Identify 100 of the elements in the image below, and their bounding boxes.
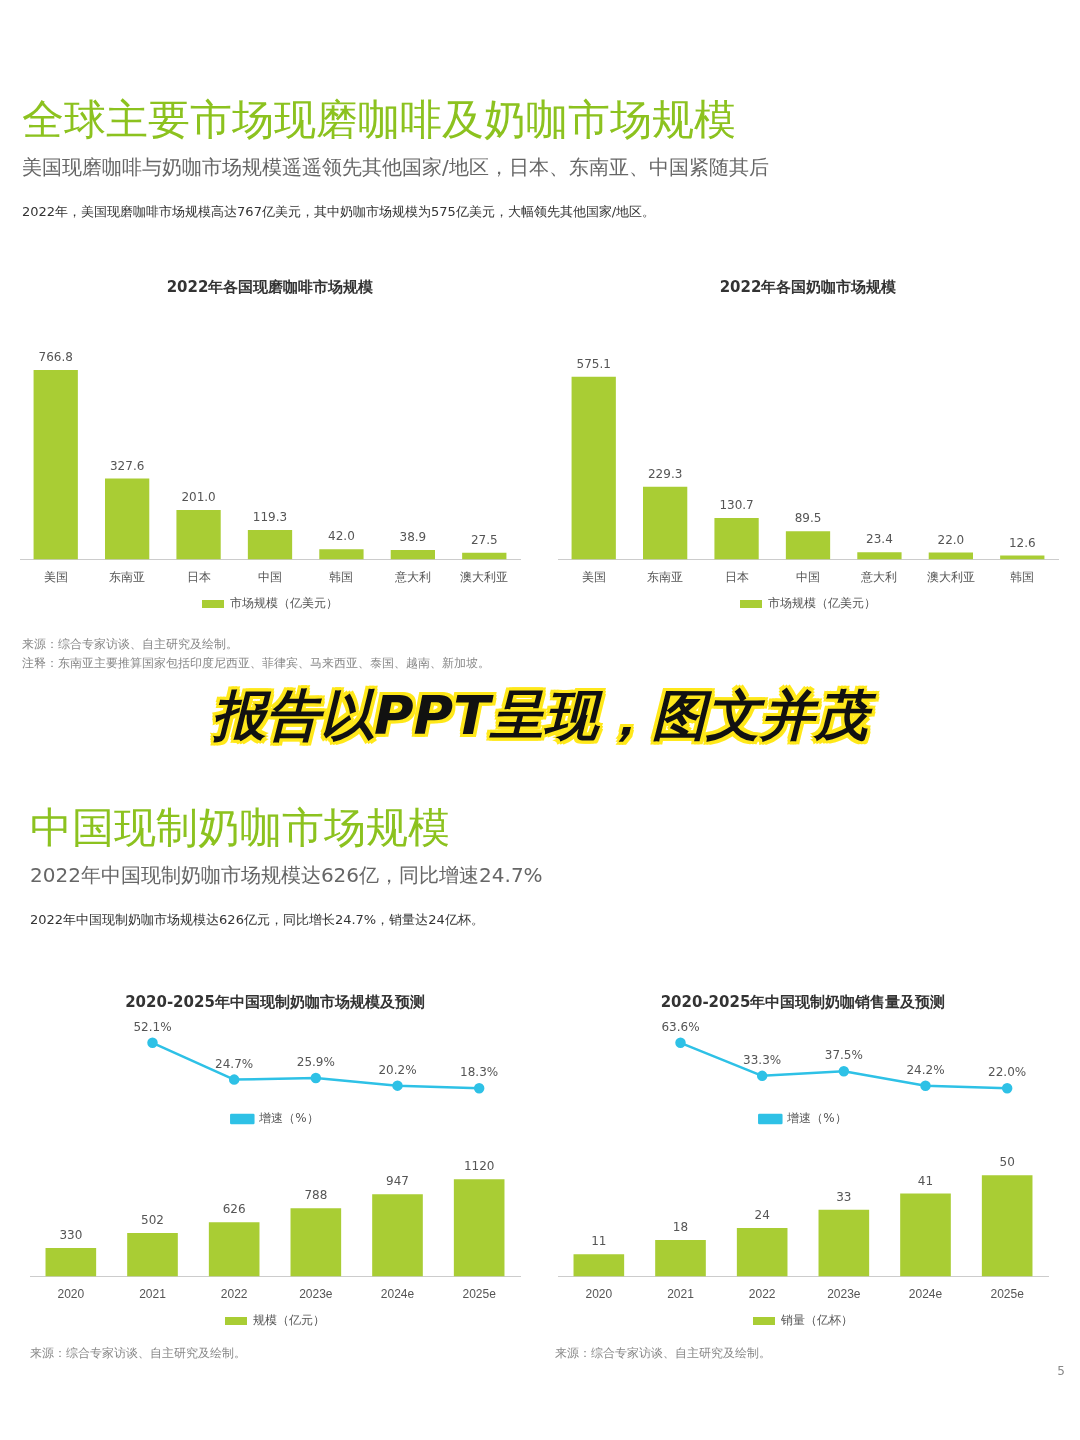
x-tick-label: 韩国 — [1010, 570, 1035, 585]
data-label: 22.0% — [988, 1065, 1027, 1080]
data-label: 33.3% — [743, 1052, 782, 1067]
chart-title: 2020-2025年中国现制奶咖市场规模及预测 — [125, 992, 425, 1011]
bar — [714, 518, 759, 560]
bar — [208, 1222, 260, 1277]
point — [756, 1070, 768, 1082]
data-label: 37.5% — [824, 1048, 863, 1063]
data-label: 27.5 — [470, 532, 498, 547]
bar — [655, 1240, 706, 1277]
text: 美国现磨咖啡与奶咖市场规模遥遥领先其他国家/地区，日本、东南亚、中国紧随其后 — [22, 154, 769, 181]
bar — [127, 1233, 178, 1277]
bar — [857, 552, 902, 560]
data-label: 12.6 — [1008, 535, 1036, 550]
data-label: 63.6% — [661, 1019, 700, 1034]
x-tick-label: 2021 — [667, 1287, 695, 1302]
data-label: 22.0 — [937, 532, 965, 547]
chart-title: 2020-2025年中国现制奶咖销售量及预测 — [660, 992, 946, 1011]
data-label: 1120 — [463, 1159, 495, 1174]
point — [310, 1072, 322, 1084]
bar — [453, 1179, 505, 1277]
data-label: 330 — [59, 1228, 83, 1243]
data-label: 575.1 — [576, 356, 611, 371]
source-note: 来源：综合专家访谈、自主研究及绘制。 — [555, 1345, 772, 1362]
point — [838, 1066, 850, 1077]
x-tick-label: 2024e — [380, 1287, 415, 1302]
x-tick-label: 澳大利亚 — [926, 570, 975, 585]
chart-title: 2022年各国现磨咖啡市场规模 — [166, 277, 375, 296]
bar — [319, 549, 364, 560]
bar — [390, 549, 435, 560]
bar — [818, 1209, 870, 1277]
data-label: 24.2% — [906, 1062, 945, 1077]
x-tick-label: 2025e — [462, 1287, 497, 1302]
source-note: 来源：综合专家访谈、自主研究及绘制。 — [22, 636, 239, 653]
x-tick-label: 美国 — [581, 570, 606, 585]
x-tick-label: 2024e — [908, 1287, 943, 1302]
source-note: 来源：综合专家访谈、自主研究及绘制。 — [30, 1345, 246, 1362]
point — [1001, 1082, 1013, 1094]
point — [920, 1080, 931, 1092]
bar — [247, 530, 293, 560]
text: 注释：东南亚主要推算国家包括印度尼西亚、菲律宾、马来西亚、泰国、越南、新加坡。 — [22, 655, 490, 672]
x-tick-label: 日本 — [724, 570, 749, 585]
data-label: 24.7% — [215, 1056, 254, 1071]
x-tick-label: 2020 — [585, 1287, 613, 1302]
data-label: 50 — [999, 1155, 1015, 1170]
data-label: 11 — [591, 1234, 607, 1249]
text: 报告以PPT呈现，图文并茂 — [211, 683, 878, 749]
bar — [785, 531, 831, 560]
chart-title: 2022年各国奶咖市场规模 — [719, 277, 898, 296]
text: 2022年，美国现磨咖啡市场规模高达767亿美元，其中奶咖市场规模为575亿美元，大幅领先其他国家/地区。 — [22, 203, 657, 221]
data-label: 229.3 — [647, 466, 683, 481]
x-tick-label: 东南亚 — [647, 570, 684, 585]
bar — [736, 1227, 788, 1277]
bar — [33, 369, 78, 560]
point — [228, 1074, 240, 1085]
text: 5 — [1056, 1364, 1065, 1378]
bar — [45, 1247, 97, 1277]
legend-label: 市场规模（亿美元） — [230, 596, 338, 611]
bar — [176, 509, 221, 560]
x-tick-label: 2020 — [57, 1287, 85, 1302]
bar — [981, 1175, 1033, 1277]
data-label: 41 — [917, 1173, 934, 1188]
text: 2022年中国现制奶咖市场规模达626亿元，同比增长24.7%，销量达24亿杯。 — [30, 911, 485, 929]
data-label: 502 — [141, 1213, 164, 1228]
point — [392, 1080, 403, 1091]
x-tick-label: 东南亚 — [109, 570, 146, 585]
data-label: 38.9 — [399, 530, 427, 545]
bar — [105, 478, 150, 560]
data-label: 25.9% — [296, 1055, 335, 1070]
legend-label: 销量（亿杯） — [780, 1313, 853, 1328]
legend-label: 增速（%） — [258, 1111, 319, 1126]
data-label: 23.4 — [866, 532, 893, 547]
bar — [573, 1254, 625, 1277]
text: 2022年中国现制奶咖市场规模达626亿，同比增速24.7% — [30, 862, 543, 889]
legend-label: 规模（亿元） — [253, 1313, 325, 1328]
bar — [372, 1194, 423, 1277]
x-tick-label: 中国 — [258, 570, 282, 585]
x-tick-label: 2022 — [220, 1287, 248, 1302]
legend-label: 增速（%） — [786, 1111, 847, 1126]
data-label: 52.1% — [133, 1019, 172, 1034]
x-tick-label: 日本 — [186, 570, 211, 585]
x-tick-label: 美国 — [43, 570, 68, 585]
point — [147, 1037, 158, 1049]
point — [473, 1082, 485, 1094]
x-tick-label: 意大利 — [860, 570, 898, 585]
data-label: 130.7 — [719, 498, 754, 513]
text: 中国现制奶咖市场规模 — [30, 802, 451, 854]
data-label: 626 — [222, 1202, 246, 1217]
data-label: 33 — [836, 1189, 852, 1204]
bar — [900, 1193, 951, 1277]
x-tick-label: 韩国 — [329, 570, 354, 585]
point — [675, 1037, 686, 1049]
data-label: 201.0 — [181, 490, 216, 505]
x-tick-label: 2023e — [827, 1287, 861, 1302]
bar — [571, 376, 616, 560]
bar — [643, 486, 688, 560]
x-tick-label: 中国 — [796, 570, 820, 585]
legend-label: 市场规模（亿美元） — [768, 596, 876, 611]
data-label: 119.3 — [252, 510, 288, 525]
data-label: 89.5 — [794, 511, 822, 526]
